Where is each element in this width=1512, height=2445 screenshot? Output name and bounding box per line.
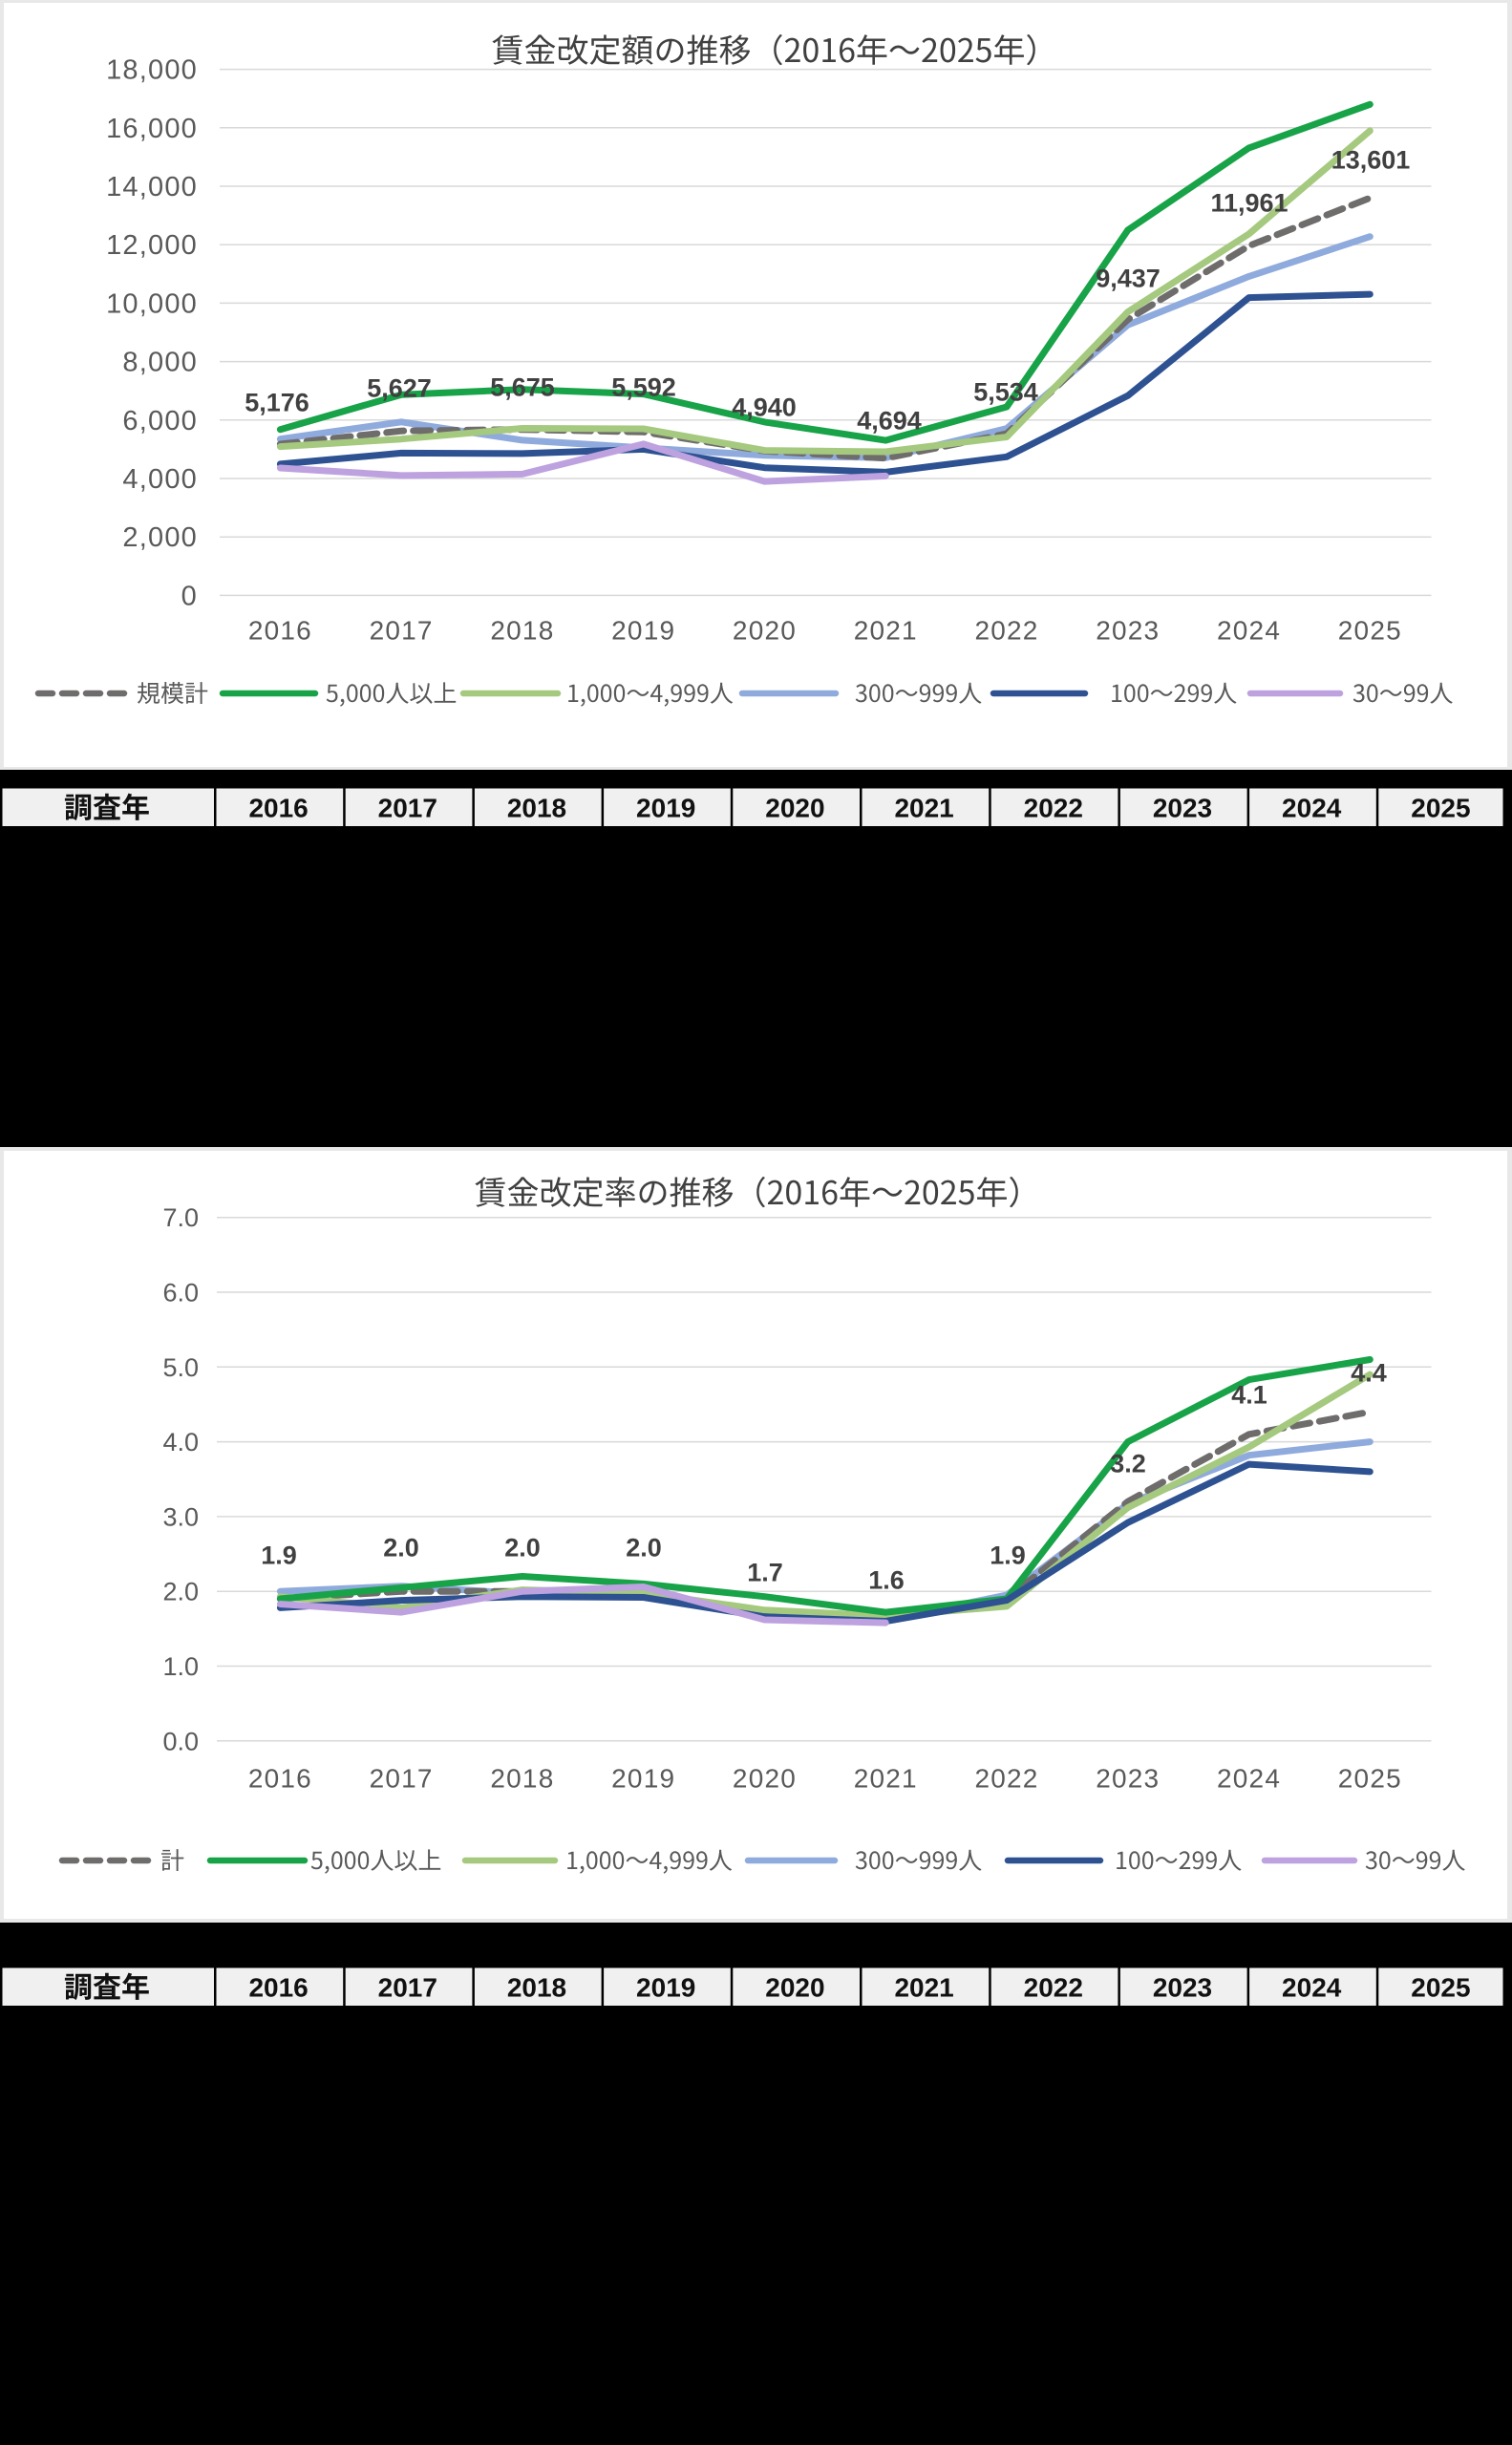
svg-text:2022: 2022 bbox=[1024, 793, 1083, 822]
svg-text:10,000: 10,000 bbox=[106, 288, 198, 319]
svg-text:2018: 2018 bbox=[507, 1972, 566, 2002]
svg-text:18,000: 18,000 bbox=[106, 55, 198, 86]
svg-text:2019: 2019 bbox=[636, 793, 695, 822]
svg-text:2019: 2019 bbox=[611, 616, 675, 646]
svg-text:2016: 2016 bbox=[248, 616, 312, 646]
svg-text:2.0: 2.0 bbox=[383, 1534, 419, 1563]
svg-text:2,000: 2,000 bbox=[122, 522, 198, 553]
svg-text:3.0: 3.0 bbox=[162, 1502, 199, 1531]
svg-text:2022: 2022 bbox=[1024, 1972, 1083, 2002]
svg-text:2020: 2020 bbox=[733, 616, 797, 646]
svg-text:2.0: 2.0 bbox=[504, 1534, 541, 1563]
svg-text:8,000: 8,000 bbox=[122, 348, 198, 378]
svg-text:16,000: 16,000 bbox=[106, 114, 198, 144]
svg-text:2022: 2022 bbox=[974, 1764, 1038, 1794]
svg-text:2021: 2021 bbox=[894, 793, 953, 822]
svg-text:2020: 2020 bbox=[733, 1764, 797, 1794]
svg-text:2020: 2020 bbox=[765, 793, 824, 822]
svg-text:3.2: 3.2 bbox=[1110, 1450, 1146, 1478]
svg-text:13,601: 13,601 bbox=[1331, 146, 1411, 175]
svg-text:1.7: 1.7 bbox=[747, 1559, 783, 1587]
svg-text:2025: 2025 bbox=[1338, 616, 1402, 646]
svg-text:2020: 2020 bbox=[765, 1972, 824, 2002]
svg-text:7.0: 7.0 bbox=[162, 1203, 199, 1232]
svg-text:0: 0 bbox=[181, 581, 198, 611]
svg-text:1.9: 1.9 bbox=[261, 1541, 297, 1570]
svg-text:2023: 2023 bbox=[1096, 616, 1160, 646]
svg-text:2017: 2017 bbox=[378, 1972, 437, 2002]
svg-text:4,940: 4,940 bbox=[732, 393, 797, 422]
svg-text:2018: 2018 bbox=[507, 793, 566, 822]
svg-text:2017: 2017 bbox=[378, 793, 437, 822]
svg-text:4.1: 4.1 bbox=[1231, 1381, 1267, 1410]
svg-text:14,000: 14,000 bbox=[106, 172, 198, 202]
svg-text:2024: 2024 bbox=[1282, 1972, 1342, 2002]
svg-text:2018: 2018 bbox=[490, 616, 554, 646]
svg-text:5,176: 5,176 bbox=[245, 389, 309, 417]
svg-text:2017: 2017 bbox=[370, 616, 434, 646]
svg-text:2025: 2025 bbox=[1411, 1972, 1470, 2002]
svg-text:5.0: 5.0 bbox=[162, 1353, 199, 1382]
svg-text:1.9: 1.9 bbox=[990, 1541, 1026, 1570]
svg-text:11,961: 11,961 bbox=[1210, 189, 1288, 218]
svg-text:2025: 2025 bbox=[1411, 793, 1470, 822]
svg-text:1.0: 1.0 bbox=[162, 1652, 199, 1681]
svg-text:4.4: 4.4 bbox=[1351, 1359, 1387, 1388]
svg-text:4,000: 4,000 bbox=[122, 464, 198, 495]
svg-text:2021: 2021 bbox=[854, 1764, 918, 1794]
svg-text:0.0: 0.0 bbox=[162, 1727, 199, 1755]
svg-text:2.0: 2.0 bbox=[162, 1578, 199, 1606]
svg-text:6,000: 6,000 bbox=[122, 406, 198, 436]
svg-text:2019: 2019 bbox=[611, 1764, 675, 1794]
svg-text:6.0: 6.0 bbox=[162, 1279, 199, 1308]
svg-text:2024: 2024 bbox=[1217, 616, 1281, 646]
svg-text:2024: 2024 bbox=[1217, 1764, 1281, 1794]
svg-text:2023: 2023 bbox=[1096, 1764, 1160, 1794]
svg-text:9,437: 9,437 bbox=[1096, 265, 1161, 293]
svg-text:1.6: 1.6 bbox=[868, 1566, 905, 1595]
svg-text:2016: 2016 bbox=[248, 1764, 312, 1794]
svg-text:2016: 2016 bbox=[248, 1972, 308, 2002]
svg-text:2019: 2019 bbox=[636, 1972, 695, 2002]
svg-text:2021: 2021 bbox=[854, 616, 918, 646]
svg-text:2023: 2023 bbox=[1153, 1972, 1212, 2002]
svg-text:2.0: 2.0 bbox=[626, 1534, 662, 1563]
svg-text:12,000: 12,000 bbox=[106, 230, 198, 261]
svg-text:5,627: 5,627 bbox=[367, 374, 432, 403]
svg-text:2021: 2021 bbox=[894, 1972, 953, 2002]
svg-text:2016: 2016 bbox=[248, 793, 308, 822]
svg-text:2023: 2023 bbox=[1153, 793, 1212, 822]
svg-text:5,534: 5,534 bbox=[973, 378, 1038, 407]
svg-text:5,592: 5,592 bbox=[611, 373, 676, 402]
svg-text:4,694: 4,694 bbox=[857, 407, 922, 436]
svg-text:2022: 2022 bbox=[974, 616, 1038, 646]
svg-text:4.0: 4.0 bbox=[162, 1428, 199, 1456]
svg-text:5,675: 5,675 bbox=[490, 373, 555, 402]
svg-text:2024: 2024 bbox=[1282, 793, 1342, 822]
svg-text:2025: 2025 bbox=[1338, 1764, 1402, 1794]
svg-text:2018: 2018 bbox=[490, 1764, 554, 1794]
svg-text:2017: 2017 bbox=[370, 1764, 434, 1794]
